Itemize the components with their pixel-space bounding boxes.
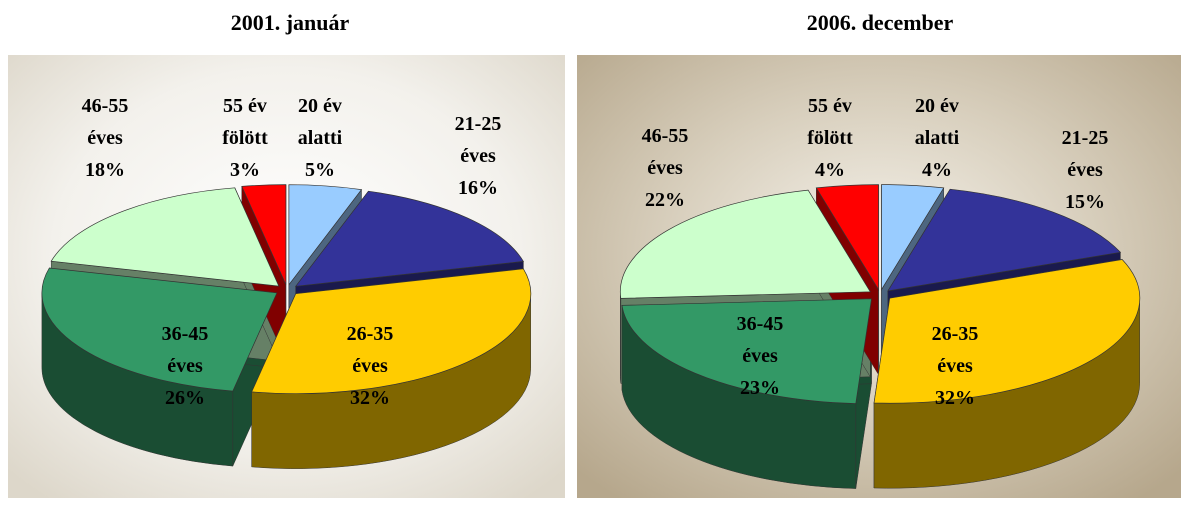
value-label: 23% xyxy=(740,377,780,399)
value-label: 26% xyxy=(165,387,205,409)
value-label: 4% xyxy=(922,159,952,181)
category-label: 26-35 éves xyxy=(931,323,979,377)
slice-label: 26-35 éves 32% xyxy=(915,318,995,414)
category-label: 46-55 éves xyxy=(641,125,689,179)
slice-label: 46-55 éves 22% xyxy=(625,120,705,216)
slice-label: 55 év fölött 3% xyxy=(205,90,285,186)
value-label: 18% xyxy=(85,159,125,181)
category-label: 46-55 éves xyxy=(81,95,129,149)
category-label: 55 év fölött xyxy=(222,95,268,149)
slice xyxy=(288,184,363,286)
chart-title: 2006. december xyxy=(807,10,954,35)
value-label: 3% xyxy=(230,159,260,181)
slice xyxy=(294,190,524,287)
slice-label: 46-55 éves 18% xyxy=(65,90,145,186)
slice-label: 20 év alatti 4% xyxy=(897,90,977,186)
category-label: 21-25 éves xyxy=(1061,127,1109,181)
value-label: 32% xyxy=(935,387,975,409)
slice xyxy=(873,259,1141,404)
category-label: 20 év alatti xyxy=(914,95,960,149)
category-label: 36-45 éves xyxy=(161,323,209,377)
category-label: 36-45 éves xyxy=(736,313,784,367)
category-label: 21-25 éves xyxy=(454,113,502,167)
slice-label: 20 év alatti 5% xyxy=(280,90,360,186)
slice xyxy=(241,184,287,285)
slice xyxy=(887,188,1122,292)
slice xyxy=(50,187,280,287)
slice-label: 21-25 éves 16% xyxy=(438,108,518,204)
value-label: 15% xyxy=(1065,191,1105,213)
slice xyxy=(619,189,871,299)
value-label: 22% xyxy=(645,189,685,211)
category-label: 26-35 éves xyxy=(346,323,394,377)
value-label: 4% xyxy=(815,159,845,181)
slice-label: 21-25 éves 15% xyxy=(1045,122,1125,218)
category-label: 55 év fölött xyxy=(807,95,853,149)
slice xyxy=(621,298,872,404)
slice-label: 36-45 éves 26% xyxy=(145,318,225,414)
slice xyxy=(881,184,945,291)
slice xyxy=(251,268,532,394)
value-label: 16% xyxy=(458,177,498,199)
category-label: 20 év alatti xyxy=(297,95,343,149)
slice-label: 26-35 éves 32% xyxy=(330,318,410,414)
slice-label: 55 év fölött 4% xyxy=(790,90,870,186)
value-label: 5% xyxy=(305,159,335,181)
chart-title: 2001. január xyxy=(231,10,350,35)
value-label: 32% xyxy=(350,387,390,409)
slice xyxy=(41,267,278,392)
slice-label: 36-45 éves 23% xyxy=(720,308,800,404)
slice xyxy=(815,184,879,291)
slice-wall xyxy=(620,291,622,384)
